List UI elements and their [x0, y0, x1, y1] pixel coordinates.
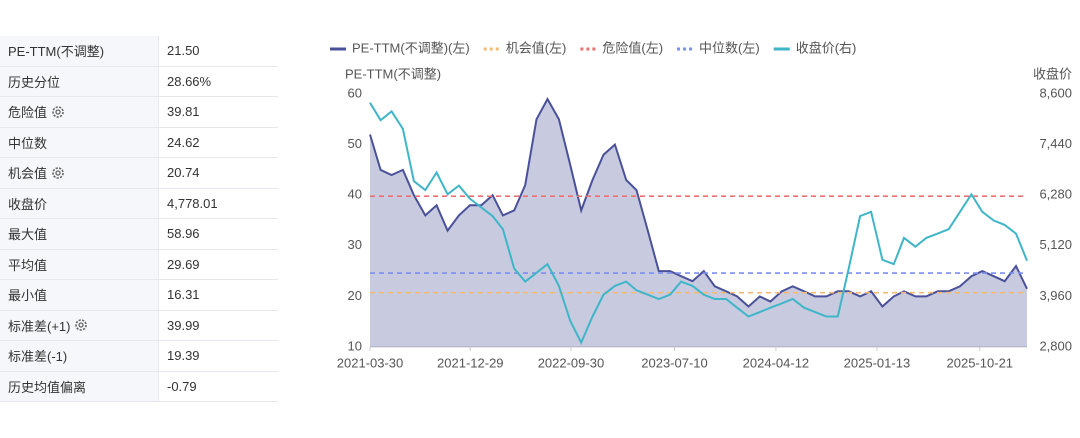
row-label-cell: 平均值: [0, 249, 159, 279]
row-label-cell: 历史分位: [0, 66, 159, 96]
row-label-cell: 最小值: [0, 280, 159, 310]
row-label: 中位数: [8, 135, 48, 151]
row-label-cell: 历史均值偏离: [0, 371, 159, 401]
row-label-cell: 最大值: [0, 219, 159, 249]
x-tick-label: 2023-07-10: [641, 355, 708, 370]
table-row: 中位数 24.62: [0, 127, 278, 158]
settings-icon[interactable]: [51, 166, 65, 180]
legend-label: 收盘价(右): [796, 40, 857, 55]
row-label: 标准差(-1): [8, 349, 68, 365]
x-tick-label: 2021-03-30: [337, 355, 404, 370]
table-row: PE-TTM(不调整) 21.50: [0, 36, 278, 67]
row-label: 收盘价: [8, 196, 48, 212]
row-value: -0.79: [167, 378, 197, 394]
row-value: 20.74: [167, 165, 200, 181]
row-label: 历史分位: [8, 74, 61, 90]
y-tick-label: 50: [348, 136, 362, 151]
row-label: 危险值: [8, 105, 48, 121]
settings-icon[interactable]: [74, 318, 88, 332]
legend-label: PE-TTM(不调整)(左): [352, 40, 470, 55]
row-value: 39.81: [167, 104, 200, 120]
row-label-cell: 机会值: [0, 158, 159, 188]
row-label: 历史均值偏离: [8, 379, 87, 395]
table-row: 标准差(-1) 19.39: [0, 341, 278, 372]
y2-tick-label: 5,120: [1039, 237, 1072, 252]
row-value: 24.62: [167, 134, 200, 150]
row-label-cell: 收盘价: [0, 188, 159, 218]
row-label-cell: 标准差(+1): [0, 310, 159, 340]
legend-label: 中位数(左): [699, 40, 760, 55]
table-row: 机会值 20.74: [0, 158, 278, 189]
y2-tick-label: 7,440: [1039, 136, 1072, 151]
table-row: 危险值 39.81: [0, 97, 278, 128]
settings-icon[interactable]: [51, 105, 65, 119]
row-label: 最大值: [8, 227, 48, 243]
y-tick-label: 10: [348, 338, 362, 353]
row-value: 39.99: [167, 317, 200, 333]
table-row: 最大值 58.96: [0, 219, 278, 250]
row-value: 21.50: [167, 43, 200, 59]
row-label-cell: 中位数: [0, 127, 159, 157]
row-value: 58.96: [167, 226, 200, 242]
table-row: 历史均值偏离 -0.79: [0, 371, 278, 402]
y2-tick-label: 3,960: [1039, 288, 1072, 303]
row-value: 16.31: [167, 287, 200, 303]
table-row: 标准差(+1) 39.99: [0, 310, 278, 341]
legend-label: 机会值(左): [506, 40, 567, 55]
area: [370, 99, 1027, 347]
line: [369, 102, 1028, 345]
table-row: 收盘价 4,778.01: [0, 188, 278, 219]
row-label-cell: 危险值: [0, 97, 159, 127]
x-tick-label: 2025-10-21: [947, 355, 1014, 370]
table-row: 最小值 16.31: [0, 280, 278, 311]
row-label: 最小值: [8, 288, 48, 304]
row-label: 标准差(+1): [8, 318, 71, 334]
x-tick-label: 2025-01-13: [844, 355, 911, 370]
legend-label: 危险值(左): [602, 40, 663, 55]
row-label-cell: PE-TTM(不调整): [0, 36, 159, 66]
row-value: 28.66%: [167, 73, 212, 89]
stats-table: PE-TTM(不调整) 21.50 历史分位 28.66% 危险值 39.81 中位数 24.…: [0, 36, 278, 402]
row-label: 平均值: [8, 257, 48, 273]
y-tick-label: 30: [348, 237, 362, 252]
x-tick-label: 2024-04-12: [743, 355, 810, 370]
x-tick-label: 2022-09-30: [538, 355, 605, 370]
y2-axis-label: 收盘价: [1033, 66, 1072, 81]
y2-tick-label: 2,800: [1039, 338, 1072, 353]
row-value: 4,778.01: [167, 195, 218, 211]
y2-tick-label: 8,600: [1039, 85, 1072, 100]
row-label: 机会值: [8, 166, 48, 182]
table-row: 历史分位 28.66%: [0, 66, 278, 97]
row-value: 29.69: [167, 256, 200, 272]
y-tick-label: 60: [348, 85, 362, 100]
y2-tick-label: 6,280: [1039, 187, 1072, 202]
row-label: PE-TTM(不调整): [8, 44, 105, 60]
y-tick-label: 20: [348, 288, 362, 303]
row-label-cell: 标准差(-1): [0, 341, 159, 371]
x-tick-label: 2021-12-29: [437, 355, 504, 370]
y-tick-label: 40: [348, 187, 362, 202]
y-axis-label: PE-TTM(不调整): [345, 66, 441, 81]
row-value: 19.39: [167, 348, 200, 364]
table-row: 平均值 29.69: [0, 249, 278, 280]
